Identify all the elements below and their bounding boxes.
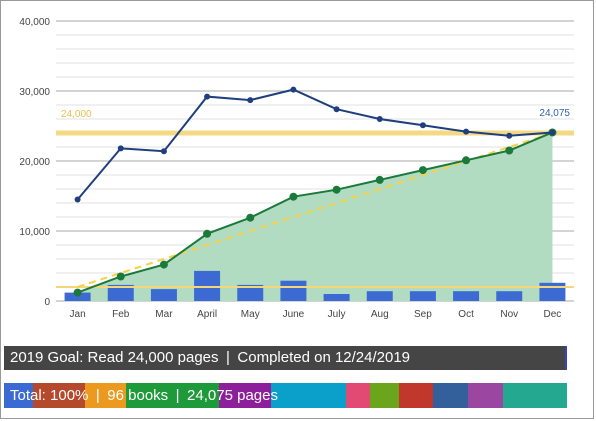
x-tick-label: Feb: [112, 309, 130, 320]
cumulative-point: [462, 156, 471, 165]
monthly-pages-bar: [409, 291, 436, 301]
monthly-pages-bar: [280, 280, 307, 301]
monthly-point: [376, 116, 383, 122]
x-tick-label: Sep: [414, 309, 432, 320]
total-segment: [369, 383, 399, 408]
total-segment: [218, 383, 271, 408]
cumulative-point: [203, 229, 212, 238]
monthly-point: [160, 148, 167, 155]
cumulative-point: [375, 175, 384, 184]
total-segment: [270, 383, 347, 408]
goal-banner-edge: [565, 346, 567, 370]
chart-svg: 0 10,000 20,000 30,000 40,000 Jan Feb Mar April M…: [19, 17, 574, 320]
cumulative-point: [332, 185, 341, 194]
total-segment: [4, 383, 34, 408]
cumulative-area-fill: [77, 132, 553, 301]
x-tick-label: April: [197, 309, 217, 320]
cumulative-point: [159, 260, 168, 269]
monthly-point: [549, 129, 556, 136]
cumulative-point: [289, 192, 298, 201]
final-total-annotation: 24,075: [539, 108, 570, 119]
x-tick-label: Jan: [70, 309, 86, 320]
monthly-pages-bar: [150, 289, 177, 301]
x-tick-label: Oct: [458, 309, 474, 320]
x-tick-label: Nov: [500, 309, 518, 320]
total-segment: [33, 383, 86, 408]
x-tick-label: Mar: [155, 309, 173, 320]
total-segment: [85, 383, 126, 408]
cumulative-line: [77, 131, 553, 294]
monthly-point: [290, 86, 297, 93]
total-segment: [346, 383, 370, 408]
cumulative-point: [73, 288, 82, 297]
total-text: Total: 100% | 96 books | 24,075 pages: [10, 387, 278, 404]
cumulative-point: [246, 213, 255, 222]
goal-annotation: 24,000: [61, 109, 92, 120]
cumulative-point: [505, 146, 514, 155]
monthly-point: [204, 93, 211, 100]
total-progress-bar: Total: 100% | 96 books | 24,075 pages: [4, 383, 567, 408]
monthly-point: [506, 132, 513, 139]
total-segment: [468, 383, 504, 408]
monthly-point: [419, 122, 426, 129]
x-tick-label: May: [241, 309, 260, 320]
y-tick-label: 0: [44, 297, 50, 308]
reading-progress-chart: 0 10,000 20,000 30,000 40,000 Jan Feb Mar April M…: [19, 17, 574, 320]
monthly-pages-bar: [237, 284, 264, 301]
monthly-pages-bar: [539, 282, 566, 301]
x-tick-label: Dec: [544, 309, 562, 320]
x-tick-label: Aug: [371, 309, 389, 320]
monthly-pages-bar: [323, 294, 350, 301]
monthly-point: [333, 106, 340, 113]
monthly-pages-bar: [453, 291, 480, 301]
monthly-point: [247, 97, 254, 104]
goal-banner: 2019 Goal: Read 24,000 pages | Completed…: [4, 346, 567, 370]
y-tick-label: 20,000: [19, 157, 50, 168]
cumulative-point: [116, 272, 125, 281]
monthly-point: [117, 145, 124, 152]
x-tick-label: June: [283, 309, 305, 320]
monthly-pages-bar: [64, 292, 91, 301]
y-tick-label: 40,000: [19, 17, 50, 28]
goal-text: 2019 Goal: Read 24,000 pages | Completed…: [10, 349, 411, 366]
monthly-pages-bar: [496, 291, 523, 301]
total-segment: [125, 383, 219, 408]
monthly-point: [463, 128, 470, 135]
cumulative-point: [418, 166, 427, 175]
total-segment: [503, 383, 567, 408]
total-segment: [398, 383, 434, 408]
monthly-point: [74, 196, 81, 203]
total-segment: [433, 383, 469, 408]
monthly-pages-bar: [366, 291, 393, 301]
monthly-line: [76, 88, 553, 201]
y-tick-label: 30,000: [19, 87, 50, 98]
monthly-pages-bar: [194, 270, 221, 301]
x-tick-label: July: [328, 309, 346, 320]
monthly-pages-bar: [107, 284, 134, 301]
y-tick-label: 10,000: [19, 227, 50, 238]
